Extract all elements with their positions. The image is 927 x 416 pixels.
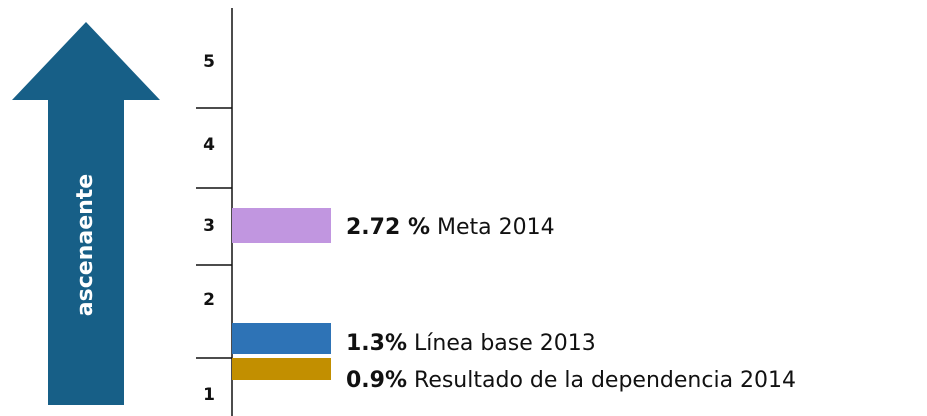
level-label: 4 (203, 135, 215, 155)
indicator-value: 2.72 % (346, 215, 430, 240)
level-label: 3 (203, 216, 215, 236)
level-label: 5 (203, 52, 215, 72)
indicator-bar (232, 358, 331, 380)
indicator-name: Resultado de la dependencia 2014 (414, 368, 796, 393)
indicator-name: Meta 2014 (437, 215, 555, 240)
indicator-label: 2.72 % Meta 2014 (346, 215, 555, 240)
arrow (12, 22, 160, 405)
indicator-label: 0.9% Resultado de la dependencia 2014 (346, 368, 796, 393)
indicator-value: 1.3% (346, 331, 407, 356)
level-label: 2 (203, 290, 215, 310)
indicator-bar (232, 208, 331, 243)
indicator-label: 1.3% Línea base 2013 (346, 331, 596, 356)
arrow-label: ascenaente (73, 174, 98, 316)
indicator-name: Línea base 2013 (414, 331, 596, 356)
indicator-value: 0.9% (346, 368, 407, 393)
indicator-bar (232, 323, 331, 354)
level-label: 1 (203, 385, 215, 405)
